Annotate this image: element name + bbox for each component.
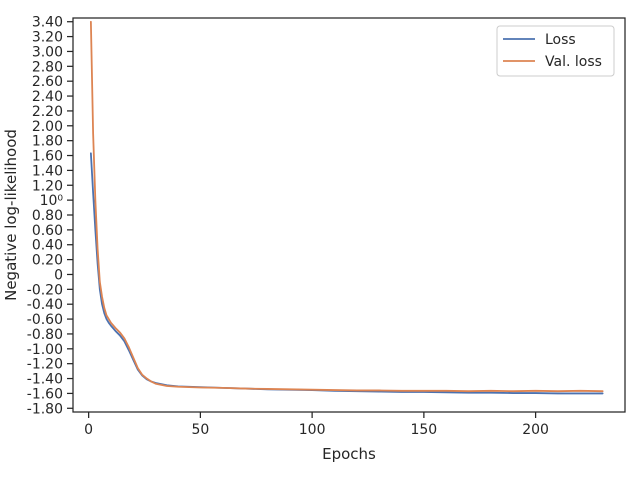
x-axis: 0 50 100 150 200	[84, 412, 549, 438]
x-tick-label: 150	[410, 422, 437, 438]
x-axis-label: Epochs	[322, 445, 376, 463]
x-tick-label: 100	[299, 422, 326, 438]
y-tick-label: 0.40	[32, 238, 63, 254]
y-tick-label: 2.60	[32, 74, 63, 90]
y-tick-label: -0.20	[27, 282, 63, 298]
y-tick-label: 2.40	[32, 89, 63, 105]
y-tick-label: -1.40	[27, 372, 63, 388]
series-line-val-loss	[89, 20, 604, 393]
y-tick-label: -1.00	[27, 342, 63, 358]
y-tick-label: 1.40	[32, 163, 63, 179]
y-tick-label: -0.40	[27, 297, 63, 313]
y-tick-label: 0.20	[32, 253, 63, 269]
x-tick-label: 200	[522, 422, 549, 438]
legend: Loss Val. loss	[496, 25, 615, 77]
y-tick-label: 1.20	[32, 178, 63, 194]
y-tick-label: 0.60	[32, 223, 63, 239]
x-tick-label: 50	[191, 422, 209, 438]
y-tick-label: -1.80	[27, 401, 63, 417]
legend-label-loss: Loss	[545, 32, 576, 48]
y-tick-label: 3.20	[32, 30, 63, 46]
y-axis-label: Negative log-likelihood	[2, 129, 20, 301]
y-tick-label: -0.80	[27, 327, 63, 343]
legend-label-val-loss: Val. loss	[545, 54, 602, 70]
y-tick-label: 2.00	[32, 119, 63, 135]
y-tick-label: 3.40	[32, 15, 63, 31]
y-tick-label: 0	[54, 267, 63, 283]
y-tick-label: 10⁰	[40, 193, 64, 209]
series-layer	[89, 20, 604, 395]
y-tick-label: 3.00	[32, 44, 63, 60]
y-tick-label: 1.60	[32, 149, 63, 165]
y-tick-label: 2.80	[32, 59, 63, 75]
x-tick-label: 0	[84, 422, 93, 438]
y-tick-label: -0.60	[27, 312, 63, 328]
y-tick-label: 1.80	[32, 134, 63, 150]
y-tick-label: -1.60	[27, 386, 63, 402]
y-tick-label: 2.20	[32, 104, 63, 120]
y-axis: -1.80-1.60-1.40-1.20-1.00-0.80-0.60-0.40…	[27, 15, 73, 417]
y-tick-label: -1.20	[27, 357, 63, 373]
y-tick-label: 0.80	[32, 208, 63, 224]
